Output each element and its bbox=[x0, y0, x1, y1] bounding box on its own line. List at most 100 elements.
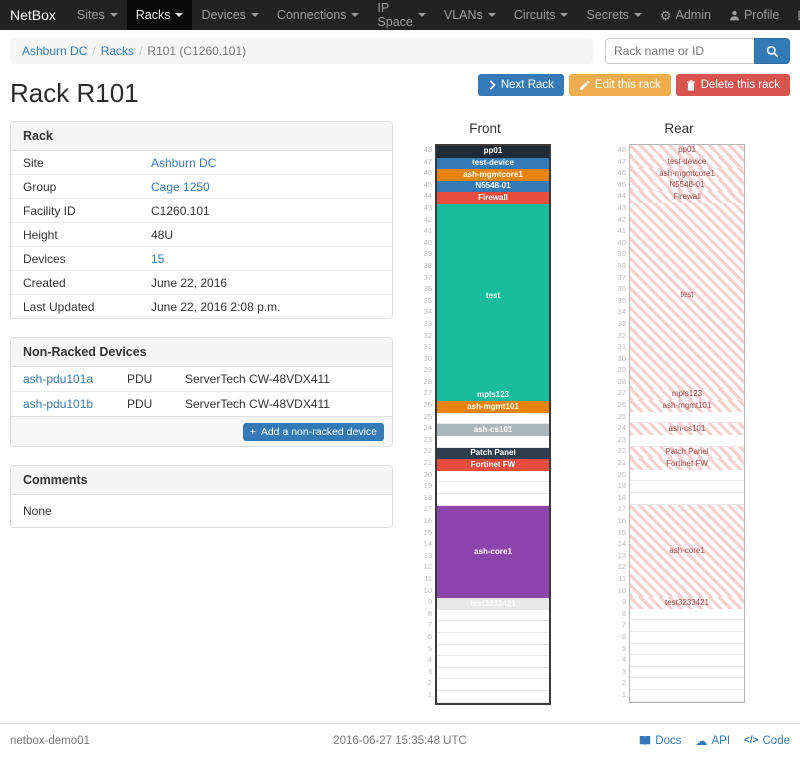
rack-device-pp01[interactable]: pp01 bbox=[630, 145, 744, 157]
rack-device-test3233421[interactable]: test3233421 bbox=[630, 597, 744, 609]
caret-down-icon bbox=[175, 13, 184, 17]
nav-item-ip-space[interactable]: IP Space bbox=[368, 0, 434, 30]
rack-device-test3233421[interactable]: test3233421 bbox=[437, 598, 549, 610]
rack-device-firewall[interactable]: Firewall bbox=[630, 191, 744, 203]
rack-device-fortinet-fw[interactable]: Fortinet FW bbox=[630, 458, 744, 470]
rack-device-test[interactable]: test bbox=[630, 202, 744, 389]
navbar: NetBox Sites Racks Devices Connections IP Sp… bbox=[0, 0, 800, 30]
rack-device-test[interactable]: test bbox=[437, 203, 549, 390]
nonracked-device-link[interactable]: ash-pdu101b bbox=[23, 397, 94, 411]
nav-item-sites[interactable]: Sites bbox=[68, 0, 127, 30]
nav-item-racks[interactable]: Racks bbox=[126, 0, 193, 30]
unit-number: 1 bbox=[621, 689, 626, 699]
attr-value-link[interactable]: Ashburn DC bbox=[151, 155, 217, 170]
nav-item-devices[interactable]: Devices bbox=[192, 0, 267, 30]
nonracked-table: ash-pdu101a PDU ServerTech CW-48VDX411 ash-… bbox=[11, 367, 392, 416]
unit-number: 3 bbox=[621, 666, 626, 676]
rack-device-pp01[interactable]: pp01 bbox=[437, 146, 549, 158]
brand[interactable]: NetBox bbox=[10, 7, 56, 23]
rack-device-ash-core1[interactable]: ash-core1 bbox=[437, 505, 549, 599]
rack-device-ash-mgmtcore1[interactable]: ash-mgmtcore1 bbox=[437, 169, 549, 181]
rack-device-test-device[interactable]: test-device bbox=[437, 157, 549, 170]
unit-number: 18 bbox=[617, 492, 626, 502]
nav-item-label: Sites bbox=[76, 8, 105, 22]
api-link-label: API bbox=[711, 734, 731, 747]
rack-device-fortinet-fw[interactable]: Fortinet FW bbox=[437, 459, 549, 471]
add-nonracked-device-label: Add a non-racked device bbox=[260, 426, 377, 438]
unit-number: 16 bbox=[617, 516, 626, 525]
rack-search-input[interactable] bbox=[605, 38, 754, 64]
rack-device-n5548-01[interactable]: N5548-01 bbox=[630, 179, 744, 192]
caret-down-icon bbox=[109, 13, 118, 17]
main-content: Rack Site Ashburn DC Group Cage 1250 Facilit… bbox=[10, 121, 790, 705]
nonracked-device-row: ash-pdu101a PDU ServerTech CW-48VDX411 bbox=[11, 367, 392, 391]
add-nonracked-device-button[interactable]: + Add a non-racked device bbox=[242, 423, 384, 441]
code-link[interactable]: </> Code bbox=[744, 735, 790, 747]
unit-number: 42 bbox=[423, 214, 432, 224]
nonracked-device-model: ServerTech CW-48VDX411 bbox=[185, 397, 330, 411]
code-link-label: Code bbox=[762, 734, 791, 747]
rack-device-patch-panel[interactable]: Patch Panel bbox=[630, 446, 744, 459]
nav-item-connections[interactable]: Connections bbox=[268, 0, 369, 30]
nav-item-secrets[interactable]: Secrets bbox=[577, 0, 650, 30]
unit-number: 10 bbox=[617, 585, 626, 595]
rack-device-ash-mgmtcore1[interactable]: ash-mgmtcore1 bbox=[630, 168, 744, 180]
unit-number: 25 bbox=[423, 411, 432, 421]
attr-row: Devices 15 bbox=[11, 246, 392, 270]
breadcrumb-item[interactable]: Ashburn DC bbox=[22, 44, 88, 58]
unit-number: 26 bbox=[423, 400, 432, 410]
rack-unit-empty bbox=[437, 493, 549, 506]
breadcrumb-item[interactable]: Racks bbox=[100, 44, 135, 58]
unit-number: 30 bbox=[423, 353, 432, 363]
api-link[interactable]: ☁ API bbox=[695, 735, 730, 747]
rack-unit-empty bbox=[630, 469, 744, 482]
front-elevation: Front 48 47 46 45 44 43 42 41 40 39 38 37 36 35 34 33 32… bbox=[419, 121, 551, 705]
rack-device-firewall[interactable]: Firewall bbox=[437, 192, 549, 204]
next-rack-button[interactable]: Next Rack bbox=[477, 74, 564, 96]
edit-rack-button[interactable]: Edit this rack bbox=[568, 74, 671, 96]
rack-device-ash-cs101[interactable]: ash-cs101 bbox=[630, 423, 744, 435]
unit-number: 12 bbox=[617, 562, 626, 572]
nonracked-panel: Non-Racked Devices ash-pdu101a PDU ServerT… bbox=[10, 337, 393, 447]
unit-number: 5 bbox=[621, 643, 626, 653]
nav-admin[interactable]: ⚙ Admin bbox=[651, 0, 720, 30]
rack-unit-empty bbox=[630, 678, 744, 691]
nonracked-device-role: PDU bbox=[127, 397, 153, 411]
unit-number: 1 bbox=[427, 689, 432, 699]
attr-row: Height 48U bbox=[11, 222, 392, 246]
nonracked-device-link[interactable]: ash-pdu101a bbox=[23, 372, 94, 386]
rack-device-ash-mgmt101[interactable]: ash-mgmt101 bbox=[437, 401, 549, 413]
rack-device-ash-mgmt101[interactable]: ash-mgmt101 bbox=[630, 400, 744, 412]
nav-item-circuits[interactable]: Circuits bbox=[505, 0, 578, 30]
unit-number: 45 bbox=[617, 179, 626, 189]
unit-number: 10 bbox=[423, 585, 432, 595]
rack-device-ash-core1[interactable]: ash-core1 bbox=[630, 504, 744, 598]
unit-number: 15 bbox=[617, 527, 626, 537]
rack-unit-empty bbox=[630, 655, 744, 667]
attr-value-link[interactable]: Cage 1250 bbox=[151, 179, 210, 194]
rack-unit-empty bbox=[630, 620, 744, 633]
rack-device-ash-cs101[interactable]: ash-cs101 bbox=[437, 424, 549, 436]
caret-down-icon bbox=[417, 13, 426, 17]
unit-number: 47 bbox=[617, 156, 626, 166]
rack-unit-empty bbox=[630, 643, 744, 656]
nav-log-out[interactable]: Log out bbox=[788, 0, 800, 30]
rack-device-mpls123[interactable]: mpls123 bbox=[437, 389, 549, 402]
unit-number: 27 bbox=[617, 388, 626, 398]
delete-rack-button[interactable]: Delete this rack bbox=[675, 74, 790, 96]
footer: netbox-demo01 2016-06-27 15:35:48 UTC Do… bbox=[0, 722, 800, 758]
rack-device-n5548-01[interactable]: N5548-01 bbox=[437, 180, 549, 193]
rack-device-patch-panel[interactable]: Patch Panel bbox=[437, 447, 549, 460]
docs-link[interactable]: Docs bbox=[639, 735, 681, 747]
unit-number: 41 bbox=[423, 226, 432, 236]
rack-search-button[interactable] bbox=[754, 38, 790, 64]
nav-profile[interactable]: Profile bbox=[720, 0, 788, 30]
attr-value: June 22, 2016 2:08 p.m. bbox=[151, 299, 281, 314]
rack-device-test-device[interactable]: test-device bbox=[630, 156, 744, 169]
unit-number: 40 bbox=[617, 237, 626, 247]
rack-device-mpls123[interactable]: mpls123 bbox=[630, 388, 744, 401]
left-column: Rack Site Ashburn DC Group Cage 1250 Facilit… bbox=[10, 121, 393, 546]
nav-item-vlans[interactable]: VLANs bbox=[435, 0, 505, 30]
navbar-menu: Sites Racks Devices Connections IP Space VLAN… bbox=[68, 0, 651, 30]
attr-value-link[interactable]: 15 bbox=[151, 251, 165, 266]
